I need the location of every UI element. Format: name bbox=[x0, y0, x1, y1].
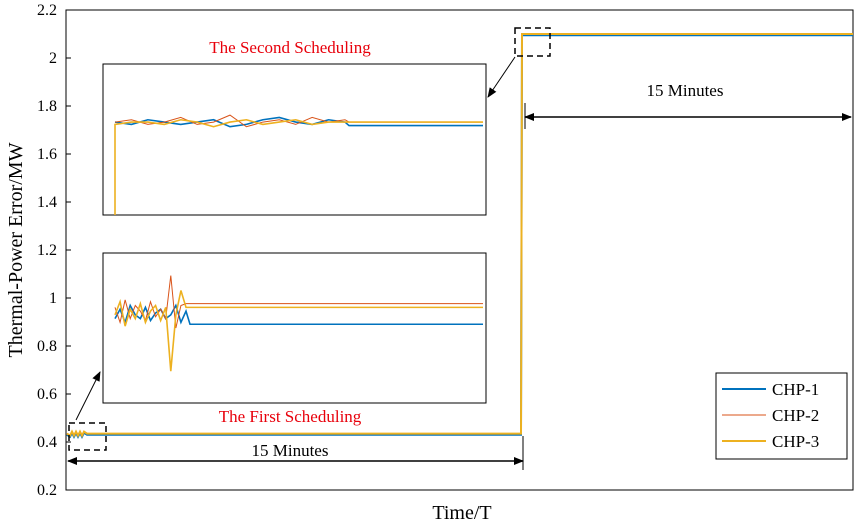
y-tick-label: 2.2 bbox=[37, 2, 57, 19]
y-tick-label: 0.4 bbox=[37, 434, 57, 451]
zoom-box-second bbox=[514, 27, 551, 57]
inset-first-frame bbox=[102, 252, 487, 404]
duration-label-left: 15 Minutes bbox=[252, 441, 329, 460]
zoom-box-first bbox=[68, 422, 107, 451]
y-axis-title: Thermal-Power Error/MW bbox=[5, 142, 27, 357]
y-tick-label: 1.2 bbox=[37, 242, 57, 259]
legend: CHP-1 CHP-2 CHP-3 bbox=[715, 372, 848, 460]
y-tick-label: 0.2 bbox=[37, 482, 57, 499]
y-tick-label: 1.4 bbox=[37, 194, 57, 211]
legend-label-chp1: CHP-1 bbox=[772, 380, 819, 399]
inset-second-series-line-chp-3 bbox=[114, 118, 483, 215]
pointer-arrow-first bbox=[75, 371, 101, 421]
legend-label-chp3: CHP-3 bbox=[772, 432, 819, 451]
inset-second-frame bbox=[102, 63, 487, 216]
legend-label-chp2: CHP-2 bbox=[772, 406, 819, 425]
first-scheduling-label: The First Scheduling bbox=[219, 407, 362, 426]
y-tick-label: 0.6 bbox=[37, 386, 57, 403]
inset-second-series-line-chp-1 bbox=[114, 116, 483, 128]
series-line-chp-3 bbox=[66, 33, 853, 438]
y-tick-label: 1 bbox=[49, 290, 57, 307]
y-tick-label: 1.6 bbox=[37, 146, 57, 163]
inset-first-series-line-chp-3 bbox=[114, 290, 483, 372]
second-scheduling-label: The Second Scheduling bbox=[209, 38, 371, 57]
y-tick-label: 0.8 bbox=[37, 338, 57, 355]
pointer-arrow-second bbox=[487, 56, 516, 98]
y-tick-label: 2 bbox=[49, 50, 57, 67]
legend-box bbox=[715, 372, 848, 460]
y-tick-label: 1.8 bbox=[37, 98, 57, 115]
x-axis-title: Time/T bbox=[432, 502, 491, 524]
duration-label-right: 15 Minutes bbox=[647, 81, 724, 100]
